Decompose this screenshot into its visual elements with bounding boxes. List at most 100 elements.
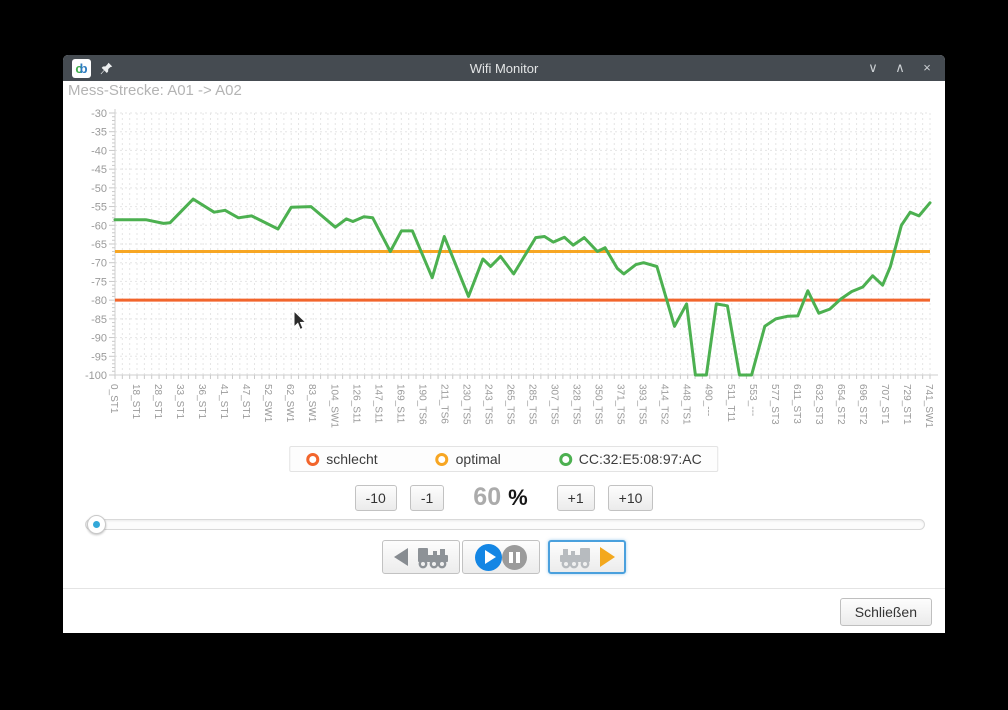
percent-stepper: -10 -1 60 % +1 +10 (63, 483, 945, 512)
svg-text:28_ST1: 28_ST1 (152, 384, 163, 419)
legend-item[interactable]: schlecht (306, 451, 378, 467)
play-forward-button[interactable] (548, 540, 626, 574)
svg-text:393_TS5: 393_TS5 (637, 384, 648, 425)
signal-strength-chart: -30 -35 -40 -45 -50 -55 -60 -65 -70 -75 -80 -85 -90 -… (85, 108, 938, 428)
svg-text:371_TS5: 371_TS5 (615, 384, 626, 425)
svg-text:-75: -75 (91, 276, 107, 288)
position-slider-handle[interactable] (87, 515, 106, 534)
legend-marker-icon (435, 452, 449, 466)
minimize-button[interactable]: ∨ (868, 60, 878, 75)
legend-item[interactable]: optimal (435, 451, 501, 467)
close-window-button[interactable]: × (923, 60, 931, 75)
svg-text:211_TS6: 211_TS6 (438, 384, 449, 424)
legend-label: optimal (455, 451, 501, 467)
svg-text:611_ST3: 611_ST3 (791, 384, 802, 424)
logo-letter-b: b (79, 60, 88, 76)
minus-1-button[interactable]: -1 (409, 484, 445, 511)
pause-icon (502, 544, 527, 570)
svg-text:-40: -40 (91, 145, 107, 157)
svg-text:0_ST1: 0_ST1 (108, 384, 119, 414)
svg-text:-45: -45 (91, 164, 107, 176)
svg-text:511_T11: 511_T11 (725, 384, 736, 422)
plus-1-button[interactable]: +1 (556, 484, 595, 511)
maximize-button[interactable]: ∧ (895, 60, 905, 75)
svg-text:-100: -100 (85, 370, 107, 382)
percent-value: 60 (473, 483, 502, 511)
backward-triangle-icon (393, 548, 408, 566)
minus-10-button[interactable]: -10 (354, 484, 397, 511)
play-pause-button[interactable] (462, 540, 540, 574)
legend-label: schlecht (326, 451, 378, 467)
mouse-cursor (293, 310, 307, 331)
svg-text:577_ST3: 577_ST3 (769, 384, 780, 425)
percent-unit: % (508, 485, 528, 510)
play-icon (475, 543, 502, 571)
svg-text:243_TS5: 243_TS5 (482, 384, 493, 425)
plus-10-button[interactable]: +10 (607, 484, 654, 511)
forward-triangle-icon (600, 547, 615, 567)
svg-text:-60: -60 (91, 220, 107, 232)
svg-text:350_TS5: 350_TS5 (593, 384, 604, 425)
route-label: Mess-Strecke: A01 -> A02 (68, 82, 242, 99)
window-controls: ∨ ∧ × (864, 60, 936, 76)
app-logo: c b (72, 58, 91, 78)
svg-text:654_ST2: 654_ST2 (835, 384, 846, 425)
svg-text:265_TS5: 265_TS5 (504, 384, 515, 425)
svg-text:553_---: 553_--- (747, 384, 758, 416)
svg-text:230_TS5: 230_TS5 (460, 384, 471, 425)
percent-display: 60 % (473, 483, 527, 512)
playback-controls (63, 540, 945, 574)
footer-divider (63, 588, 945, 589)
svg-text:169_S11: 169_S11 (394, 384, 405, 424)
svg-text:490_---: 490_--- (703, 384, 714, 416)
svg-text:47_ST1: 47_ST1 (240, 384, 251, 419)
legend-marker-icon (558, 452, 572, 466)
train-right-icon (560, 547, 590, 568)
svg-text:104_SW1: 104_SW1 (328, 384, 339, 428)
train-left-icon (417, 547, 448, 568)
svg-text:696_ST2: 696_ST2 (857, 384, 868, 425)
svg-text:285_TS5: 285_TS5 (527, 384, 538, 425)
svg-text:-50: -50 (91, 183, 107, 195)
svg-text:147_S11: 147_S11 (372, 384, 383, 424)
close-dialog-button[interactable]: Schließen (839, 598, 932, 626)
svg-text:83_SW1: 83_SW1 (306, 384, 317, 423)
chart-legend: schlecht optimal CC:32:E5:08:97:AC (289, 446, 719, 472)
legend-marker-icon (306, 452, 320, 466)
svg-text:632_ST3: 632_ST3 (813, 384, 824, 425)
titlebar: c b Wifi Monitor ∨ ∧ × (63, 55, 945, 81)
svg-text:707_ST1: 707_ST1 (879, 384, 890, 425)
svg-text:-90: -90 (91, 333, 107, 345)
svg-text:-80: -80 (91, 295, 107, 307)
svg-text:41_ST1: 41_ST1 (218, 384, 229, 419)
svg-text:328_TS5: 328_TS5 (571, 384, 582, 425)
svg-text:36_ST1: 36_ST1 (196, 384, 207, 419)
svg-text:-85: -85 (91, 314, 107, 326)
svg-text:190_TS6: 190_TS6 (416, 384, 427, 425)
legend-label: CC:32:E5:08:97:AC (578, 451, 702, 467)
svg-text:33_ST1: 33_ST1 (174, 384, 185, 419)
play-backward-button[interactable] (382, 540, 460, 574)
pin-icon[interactable] (100, 62, 113, 75)
window-title: Wifi Monitor (469, 60, 539, 76)
svg-text:52_SW1: 52_SW1 (262, 384, 273, 423)
svg-text:-35: -35 (91, 127, 107, 139)
svg-text:62_SW1: 62_SW1 (284, 384, 295, 423)
slider-handle-dot (93, 521, 100, 528)
svg-text:18_ST1: 18_ST1 (130, 384, 141, 419)
position-slider-track[interactable] (85, 515, 925, 534)
svg-text:741_SW1: 741_SW1 (923, 384, 934, 428)
svg-text:414_TS2: 414_TS2 (659, 384, 670, 425)
logo-letter-c: c (75, 60, 83, 76)
legend-item[interactable]: CC:32:E5:08:97:AC (558, 451, 702, 467)
wifi-monitor-window: c b Wifi Monitor ∨ ∧ × Mess-Strecke: A01… (63, 55, 945, 633)
svg-text:307_TS5: 307_TS5 (549, 384, 560, 425)
svg-text:-65: -65 (91, 239, 107, 251)
svg-text:-95: -95 (91, 351, 107, 363)
svg-text:-55: -55 (91, 202, 107, 214)
svg-text:-70: -70 (91, 258, 107, 270)
svg-text:729_ST1: 729_ST1 (901, 384, 912, 425)
svg-text:-30: -30 (91, 108, 107, 120)
svg-text:448_TS1: 448_TS1 (681, 384, 692, 425)
